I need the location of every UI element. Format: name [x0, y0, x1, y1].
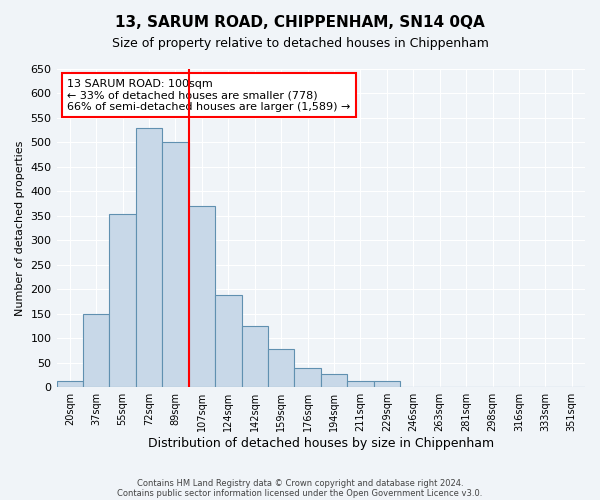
Bar	[295, 368, 321, 387]
Bar	[83, 314, 109, 387]
Bar	[321, 374, 347, 387]
Text: Size of property relative to detached houses in Chippenham: Size of property relative to detached ho…	[112, 38, 488, 51]
Bar	[136, 128, 162, 387]
Bar	[347, 381, 374, 387]
Y-axis label: Number of detached properties: Number of detached properties	[15, 140, 25, 316]
Bar	[374, 381, 400, 387]
Text: 13, SARUM ROAD, CHIPPENHAM, SN14 0QA: 13, SARUM ROAD, CHIPPENHAM, SN14 0QA	[115, 15, 485, 30]
Bar	[109, 214, 136, 387]
Bar	[188, 206, 215, 387]
Text: Contains public sector information licensed under the Open Government Licence v3: Contains public sector information licen…	[118, 488, 482, 498]
Bar	[242, 326, 268, 387]
Bar	[162, 142, 188, 387]
Bar	[215, 295, 242, 387]
Bar	[56, 381, 83, 387]
Text: 13 SARUM ROAD: 100sqm
← 33% of detached houses are smaller (778)
66% of semi-det: 13 SARUM ROAD: 100sqm ← 33% of detached …	[67, 78, 350, 112]
X-axis label: Distribution of detached houses by size in Chippenham: Distribution of detached houses by size …	[148, 437, 494, 450]
Bar	[268, 349, 295, 387]
Text: Contains HM Land Registry data © Crown copyright and database right 2024.: Contains HM Land Registry data © Crown c…	[137, 478, 463, 488]
